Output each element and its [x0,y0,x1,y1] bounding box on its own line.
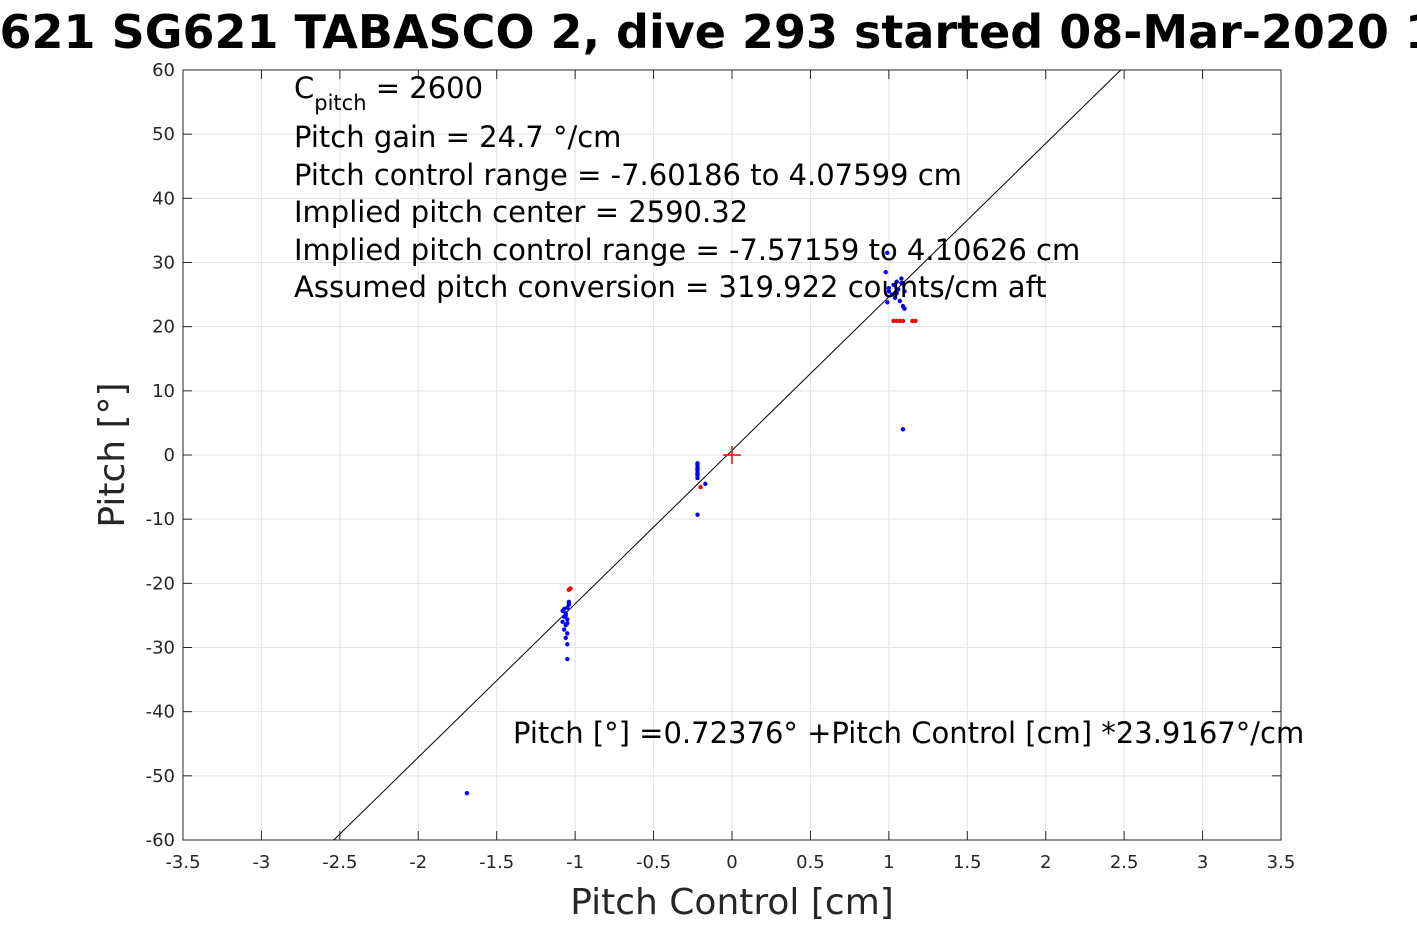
assumed-pitch-conversion-annotation: Assumed pitch conversion = 319.922 count… [294,270,1047,304]
data-point-blue [897,298,903,304]
data-point-blue [695,461,700,466]
data-point-blue [566,599,572,605]
y-tick-label: -50 [146,766,175,787]
y-tick-label: 40 [152,188,175,209]
x-tick-label: -2.5 [322,852,357,873]
data-point-red [891,318,896,324]
data-point-blue [563,613,568,618]
data-point-blue [886,289,892,294]
y-axis-ticks: 60 50 40 30 20 10 0 -10 -20 -30 -40 -50 -60 [146,60,1281,851]
data-point-red [913,318,918,324]
data-point-blue [883,269,888,275]
data-point-red [910,318,915,324]
center-marker [723,446,741,464]
pitch-gain-annotation: Pitch gain = 24.7 °/cm [294,120,621,154]
data-point-blue [561,606,567,612]
data-point-blue [695,466,700,472]
data-point-red [698,484,703,490]
c-pitch-annotation: Cpitch = 2600 [294,71,483,115]
x-tick-label: 0 [726,852,737,873]
y-tick-label: 30 [152,253,175,274]
annotation-block: Cpitch = 2600 Pitch gain = 24.7 °/cm Pit… [294,71,1080,304]
data-point-blue [695,472,700,477]
y-tick-label: 50 [152,124,175,145]
x-tick-label: -3 [252,852,270,873]
y-tick-label: -20 [146,573,175,594]
data-point-blue [464,790,470,796]
data-point-blue [563,635,568,641]
data-point-blue [695,512,700,517]
y-tick-label: -10 [146,509,175,530]
implied-pitch-control-range-annotation: Implied pitch control range = -7.57159 t… [294,233,1080,267]
data-point-red [897,318,903,324]
implied-pitch-center-annotation: Implied pitch center = 2590.32 [294,195,748,229]
x-axis-label: Pitch Control [cm] [570,882,894,923]
y-tick-label: 60 [152,60,175,81]
data-point-blue [902,306,907,311]
data-point-blue [894,291,899,296]
data-point-blue [894,279,899,284]
data-point-blue [896,287,901,292]
x-tick-label: 2.5 [1110,852,1139,873]
data-point-red [894,318,899,324]
data-point-blue [565,642,570,647]
x-tick-label: -1.5 [479,852,514,873]
x-axis-ticks: -3.5 -3 -2.5 -2 -1.5 -1 -0.5 0 0.5 1 1.5 2 2.5 3 3.5 [165,70,1295,873]
x-tick-label: 0.5 [796,852,825,873]
data-point-blue [891,282,896,288]
data-point-blue [889,292,895,297]
y-tick-label: -30 [146,638,175,659]
x-tick-label: -1 [566,852,584,873]
x-tick-label: 3 [1197,852,1208,873]
data-point-blue [899,276,904,281]
grid-lines [183,70,1281,840]
data-point-red [900,318,906,324]
data-point-blue [703,481,708,487]
y-tick-label: 20 [152,317,175,338]
data-point-blue [899,280,904,286]
c-pitch-base: C [294,71,314,105]
data-points [464,250,918,796]
fit-equation-annotation: Pitch [°] =0.72376° +Pitch Control [cm] … [513,716,1304,750]
y-tick-label: 10 [152,381,175,402]
data-point-blue [565,620,570,626]
data-point-blue [900,427,906,432]
x-tick-label: -0.5 [636,852,671,873]
x-tick-label: 1.5 [953,852,982,873]
x-tick-label: 1 [883,852,894,873]
c-pitch-value: = 2600 [367,71,484,105]
data-point-blue [885,300,890,305]
data-point-blue [886,285,892,291]
data-point-blue [902,289,907,294]
y-tick-label: -40 [146,702,175,723]
data-point-blue [565,656,570,662]
x-tick-label: -2 [409,852,427,873]
data-point-blue [885,250,890,256]
y-tick-label: -60 [146,830,175,851]
y-axis-label: Pitch [°] [92,382,133,527]
pitch-control-range-annotation: Pitch control range = -7.60186 to 4.0759… [294,158,962,192]
data-point-blue [892,295,898,300]
x-tick-label: 3.5 [1267,852,1296,873]
data-point-blue [565,617,570,622]
c-pitch-subscript: pitch [314,91,366,115]
x-tick-label: 2 [1040,852,1051,873]
data-point-red [568,586,573,591]
chart-title: SG621 SG621 TABASCO 2, dive 293 started … [0,5,1417,59]
data-point-blue [565,631,570,636]
y-tick-label: 0 [164,445,175,466]
x-tick-label: -3.5 [165,852,200,873]
data-point-blue [560,619,565,625]
data-point-blue [561,627,567,632]
